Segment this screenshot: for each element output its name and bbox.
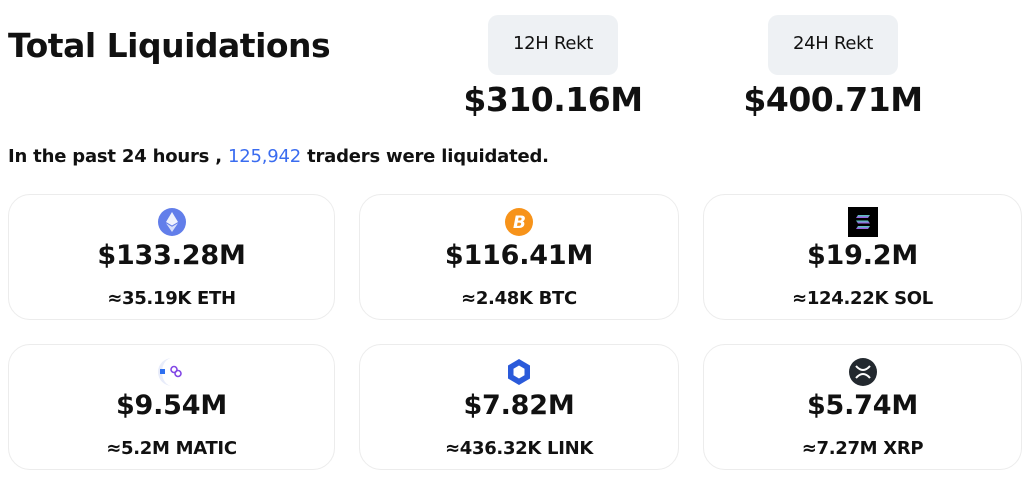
liquidation-amount: $9.54M	[115, 390, 228, 421]
12h-rekt-button[interactable]: 12H Rekt	[488, 15, 618, 75]
liquidation-quantity: ≈124.22K SOL	[792, 288, 933, 309]
24h-rekt-value: $400.71M	[743, 80, 923, 119]
liquidation-summary: In the past 24 hours , 125,942 traders w…	[8, 146, 549, 167]
coin-card-matic[interactable]: $9.54M ≈5.2M MATIC	[8, 344, 335, 470]
solana-icon	[847, 207, 878, 237]
coin-card-xrp[interactable]: $5.74M ≈7.27M XRP	[703, 344, 1022, 470]
liquidation-amount: $116.41M	[444, 240, 594, 271]
period-12h: 12H Rekt $310.16M	[458, 15, 648, 119]
xrp-icon	[848, 357, 878, 387]
12h-rekt-value: $310.16M	[463, 80, 643, 119]
liquidation-quantity: ≈2.48K BTC	[461, 288, 577, 309]
24h-rekt-button[interactable]: 24H Rekt	[768, 15, 898, 75]
coin-card-link[interactable]: $7.82M ≈436.32K LINK	[359, 344, 679, 470]
liquidation-amount: $5.74M	[806, 390, 919, 421]
liquidation-amount: $133.28M	[97, 240, 246, 271]
svg-text:B: B	[513, 213, 526, 233]
liquidation-quantity: ≈35.19K ETH	[107, 288, 236, 309]
coin-card-eth[interactable]: $133.28M ≈35.19K ETH	[8, 194, 335, 320]
chainlink-icon	[504, 357, 534, 387]
polygon-icon	[157, 357, 187, 387]
ethereum-icon	[157, 207, 187, 237]
liquidation-amount: $19.2M	[806, 240, 919, 271]
bitcoin-icon: B	[504, 207, 534, 237]
liquidation-quantity: ≈7.27M XRP	[801, 438, 924, 459]
summary-prefix: In the past 24 hours ,	[8, 146, 228, 167]
coin-card-btc[interactable]: B $116.41M ≈2.48K BTC	[359, 194, 679, 320]
page-title: Total Liquidations	[8, 26, 331, 65]
period-24h: 24H Rekt $400.71M	[738, 15, 928, 119]
trader-count: 125,942	[227, 146, 302, 167]
coin-card-sol[interactable]: $19.2M ≈124.22K SOL	[703, 194, 1022, 320]
liquidation-amount: $7.82M	[463, 390, 575, 421]
summary-suffix: traders were liquidated.	[301, 146, 549, 167]
liquidation-quantity: ≈5.2M MATIC	[106, 438, 237, 459]
liquidation-quantity: ≈436.32K LINK	[444, 438, 594, 459]
